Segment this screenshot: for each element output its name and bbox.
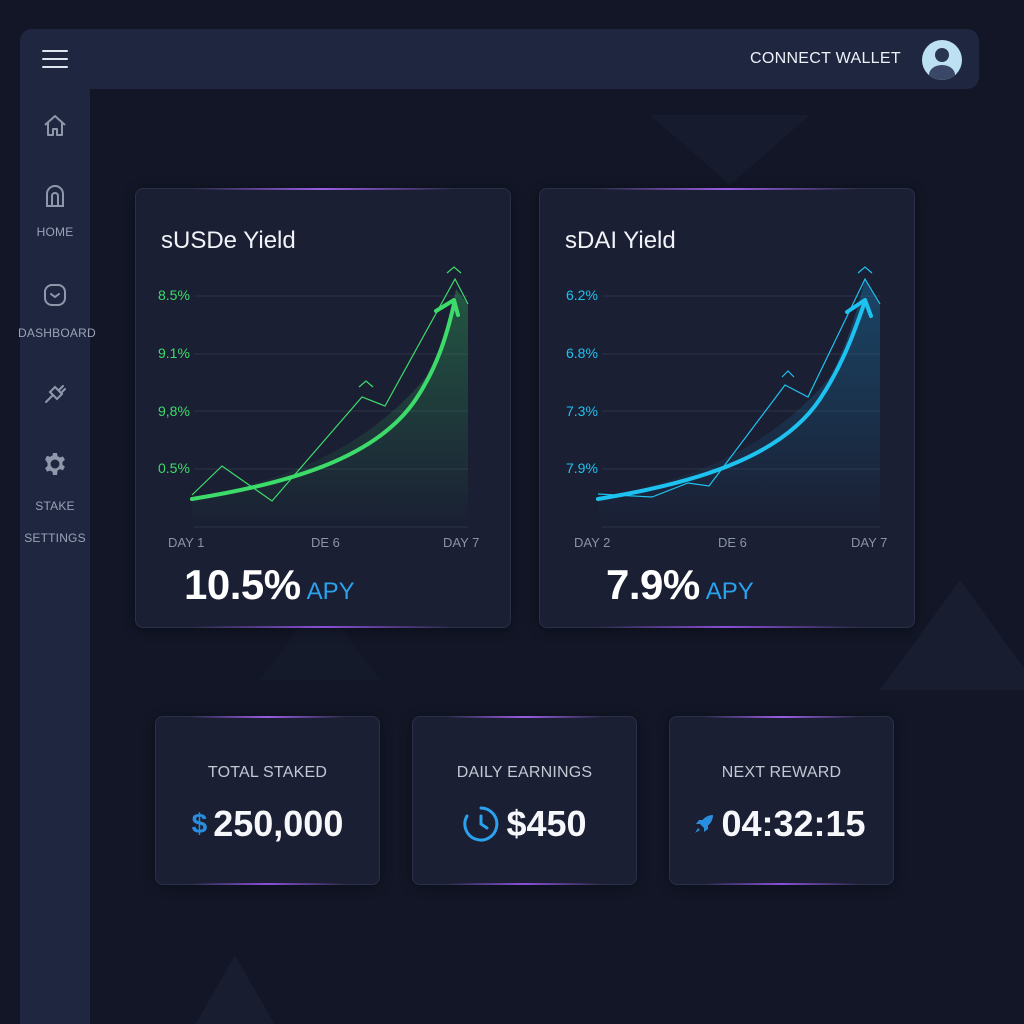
sidebar-item-label: HOME	[36, 225, 74, 239]
sidebar-item-dashboard[interactable]: DASHBOARD	[18, 282, 96, 340]
sdai-yield-card: sDAI Yield 6.2% 6.8% 7.3% 7.9% DAY 2 DE …	[539, 188, 915, 628]
gear-icon	[45, 453, 65, 475]
dashboard-icon	[44, 284, 66, 306]
sidebar-item-stake[interactable]: STAKE	[20, 451, 90, 513]
apy-unit: APY	[705, 578, 754, 605]
sidebar-item-home[interactable]: HOME	[20, 183, 90, 239]
sidebar-item-label: STAKE	[35, 499, 75, 513]
y-axis-tick: 9,8%	[158, 403, 190, 419]
hamburger-menu-icon	[42, 50, 68, 52]
stat-value: 04:32:15	[721, 803, 866, 844]
x-axis-tick: DAY 1	[168, 535, 205, 550]
x-axis-tick: DE 6	[718, 535, 747, 550]
y-axis-tick: 6.8%	[566, 345, 598, 361]
connect-wallet-button[interactable]: CONNECT WALLET	[750, 50, 901, 67]
sidebar-item-label: DASHBOARD	[18, 326, 96, 340]
y-axis-tick: 6.2%	[566, 287, 598, 303]
chart-title: sDAI Yield	[565, 227, 676, 254]
dollar-icon: $	[191, 808, 208, 839]
susde-yield-chart	[190, 266, 469, 528]
chart-title: sUSDe Yield	[161, 227, 296, 254]
daily-earnings-card: DAILY EARNINGS $450	[412, 716, 637, 885]
stat-label: NEXT REWARD	[721, 764, 842, 781]
sidebar-item-label: SETTINGS	[24, 531, 86, 545]
stat-label: TOTAL STAKED	[207, 764, 328, 781]
clock-icon	[463, 806, 499, 842]
stake-plug-icon	[45, 385, 66, 403]
sidebar-item-stake-icon[interactable]	[20, 381, 90, 407]
user-avatar-icon	[935, 48, 949, 62]
apy-unit: APY	[306, 578, 355, 605]
apy-display: 7.9% APY	[606, 561, 754, 609]
apy-value: 10.5%	[184, 561, 301, 608]
y-axis-tick: 7.9%	[566, 460, 598, 476]
home-icon	[44, 115, 66, 136]
background-triangle	[650, 115, 810, 185]
susde-yield-card: sUSDe Yield 8.5% 9.1% 9,8% 0.5% DAY 1 DE…	[135, 188, 511, 628]
hamburger-menu-button[interactable]	[42, 50, 68, 70]
sidebar: HOME DASHBOARD STAKE SETTINGS	[18, 29, 96, 1024]
stat-label: DAILY EARNINGS	[456, 764, 593, 781]
user-avatar-button[interactable]	[922, 40, 962, 80]
y-axis-tick: 8.5%	[158, 287, 190, 303]
rocket-icon	[695, 815, 714, 833]
top-header-bar	[20, 29, 979, 89]
background-triangle	[195, 955, 275, 1024]
sidebar-item-home-icon[interactable]	[20, 113, 90, 139]
y-axis-tick: 0.5%	[158, 460, 190, 476]
total-staked-card: TOTAL STAKED $250,000	[155, 716, 380, 885]
apy-display: 10.5% APY	[184, 561, 355, 609]
apy-value: 7.9%	[606, 561, 700, 608]
x-axis-tick: DAY 2	[574, 535, 611, 550]
x-axis-tick: DAY 7	[443, 535, 480, 550]
arch-home-icon	[46, 185, 64, 207]
sdai-yield-chart	[596, 266, 881, 528]
sidebar-item-settings[interactable]: SETTINGS	[20, 531, 90, 545]
stat-value: $450	[506, 803, 587, 844]
stat-value: 250,000	[213, 803, 344, 844]
y-axis-tick: 7.3%	[566, 403, 598, 419]
x-axis-tick: DE 6	[311, 535, 340, 550]
y-axis-tick: 9.1%	[158, 345, 190, 361]
x-axis-tick: DAY 7	[851, 535, 888, 550]
next-reward-card: NEXT REWARD 04:32:15	[669, 716, 894, 885]
